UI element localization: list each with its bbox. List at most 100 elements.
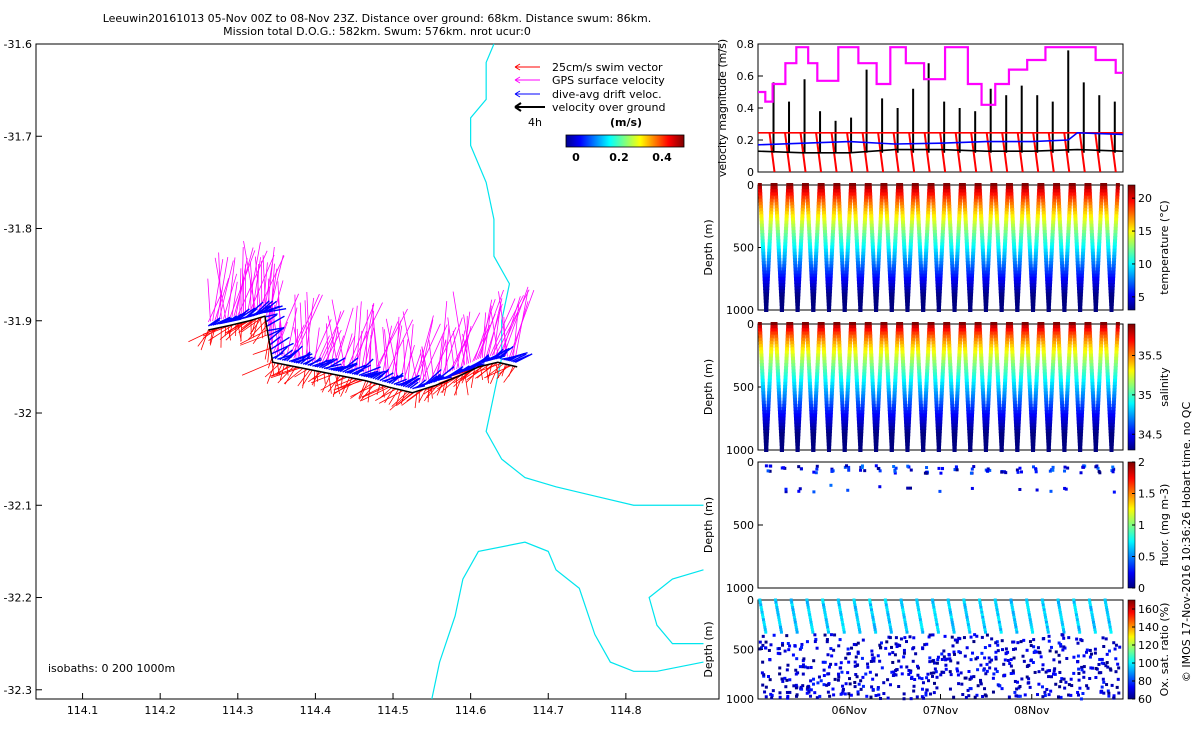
oxygen-section-point [854, 673, 858, 677]
temperature-section-point [986, 258, 991, 262]
temperature-section-point [915, 198, 920, 203]
salinity-section-point [1103, 334, 1108, 339]
salinity-section-point [837, 353, 842, 358]
salinity-section-point [785, 347, 790, 352]
salinity-section-point [1082, 369, 1087, 374]
salinity-section-point [808, 391, 813, 396]
oxygen-section-point [760, 608, 764, 612]
salinity-section-point [884, 347, 889, 352]
temperature-section-point [823, 233, 828, 237]
temperature-section-point [977, 189, 982, 194]
temperature-section-point [832, 192, 837, 197]
temperature-section-point [947, 204, 952, 209]
gps-vector [512, 304, 520, 359]
oxygen-section-point [822, 674, 826, 678]
salinity-section-point [979, 366, 984, 371]
oxygen-section-point [795, 630, 799, 634]
oxygen-section-point [829, 633, 833, 637]
oxygen-section-point [907, 672, 911, 676]
temperature-section-point [1072, 198, 1077, 203]
temperature-section-point [770, 192, 775, 197]
temperature-section-point [826, 308, 831, 312]
salinity-section-point [1044, 397, 1049, 402]
temperature-section-point [917, 229, 922, 234]
temperature-section-point [1110, 286, 1115, 291]
temperature-section-point [994, 198, 999, 203]
temperature-section-point [948, 226, 953, 231]
temperature-section-point [1031, 304, 1036, 309]
temperature-section-point [902, 258, 907, 262]
salinity-section-point [916, 359, 921, 364]
temperature-section-point [1012, 248, 1017, 253]
temperature-section-point [953, 289, 958, 294]
salinity-section-point [840, 407, 845, 412]
salinity-section-point [957, 347, 962, 352]
figure-title-line1: Leeuwin20161013 05-Nov 00Z to 08-Nov 23Z… [103, 12, 652, 25]
salinity-section-point [780, 435, 785, 440]
salinity-section-point [998, 419, 1003, 424]
salinity-section-point [1001, 403, 1006, 408]
salinity-section-point [1047, 435, 1052, 440]
temperature-section-point [900, 214, 905, 219]
temperature-section-point [916, 208, 921, 212]
temperature-section-colorbar-label: 15 [1138, 225, 1152, 238]
salinity-section-point [988, 366, 993, 371]
oxygen-section-point [869, 659, 873, 663]
salinity-section-point [820, 325, 825, 330]
salinity-section-point [951, 422, 956, 427]
salinity-section-point [815, 366, 820, 371]
salinity-section-point [948, 359, 953, 364]
salinity-section-point [1066, 369, 1071, 374]
temperature-section-point [853, 220, 858, 225]
temperature-section-point [839, 254, 844, 259]
salinity-section-point [851, 322, 856, 326]
salinity-section-point [922, 413, 927, 418]
salinity-section-point [839, 378, 844, 383]
gps-vector [514, 290, 529, 359]
temperature-section-point [1036, 195, 1041, 200]
temperature-section-point [909, 226, 914, 231]
temperature-section-point [856, 270, 861, 275]
temperature-section-point [862, 233, 867, 237]
swim-vector [436, 382, 444, 396]
salinity-section-point [1094, 429, 1099, 434]
salinity-section-point [926, 350, 931, 355]
temperature-section-point [1063, 292, 1068, 297]
temperature-section-point [895, 189, 900, 194]
temperature-section-point [1005, 186, 1010, 191]
salinity-section-point [989, 347, 994, 352]
salinity-section-point [1051, 350, 1056, 355]
temperature-section-point [769, 214, 774, 219]
salinity-section-point [820, 322, 825, 326]
temperature-section-point [1092, 279, 1097, 284]
salinity-section-point [816, 353, 821, 358]
temperature-section-point [783, 245, 788, 250]
temperature-section-point [769, 198, 774, 203]
salinity-section-point [830, 369, 835, 374]
oxygen-section-point [791, 610, 795, 614]
salinity-section-point [782, 400, 787, 405]
temperature-section-point [1066, 233, 1071, 237]
temperature-section-point [993, 192, 998, 197]
salinity-section-point [863, 347, 868, 352]
temperature-section-point [1103, 192, 1108, 197]
salinity-section-point [871, 388, 876, 393]
salinity-section-point [1091, 403, 1096, 408]
salinity-section-point [963, 347, 968, 352]
salinity-section-point [1060, 400, 1065, 405]
temperature-section-point [886, 239, 891, 244]
salinity-section-point [1002, 381, 1007, 386]
temperature-section-point [894, 211, 899, 216]
salinity-section-point [969, 425, 974, 430]
salinity-section-point [1078, 432, 1083, 437]
oxygen-section-point [922, 696, 926, 700]
oxygen-section-point [793, 618, 797, 622]
temperature-section-point [1088, 208, 1093, 212]
oxygen-section-point [900, 600, 904, 604]
salinity-section-point [993, 334, 998, 339]
salinity-section-point [860, 410, 865, 415]
temperature-section-point [875, 273, 880, 278]
salinity-section-point [1015, 448, 1020, 452]
oxygen-section-point [825, 640, 829, 644]
salinity-section-point [885, 372, 890, 377]
